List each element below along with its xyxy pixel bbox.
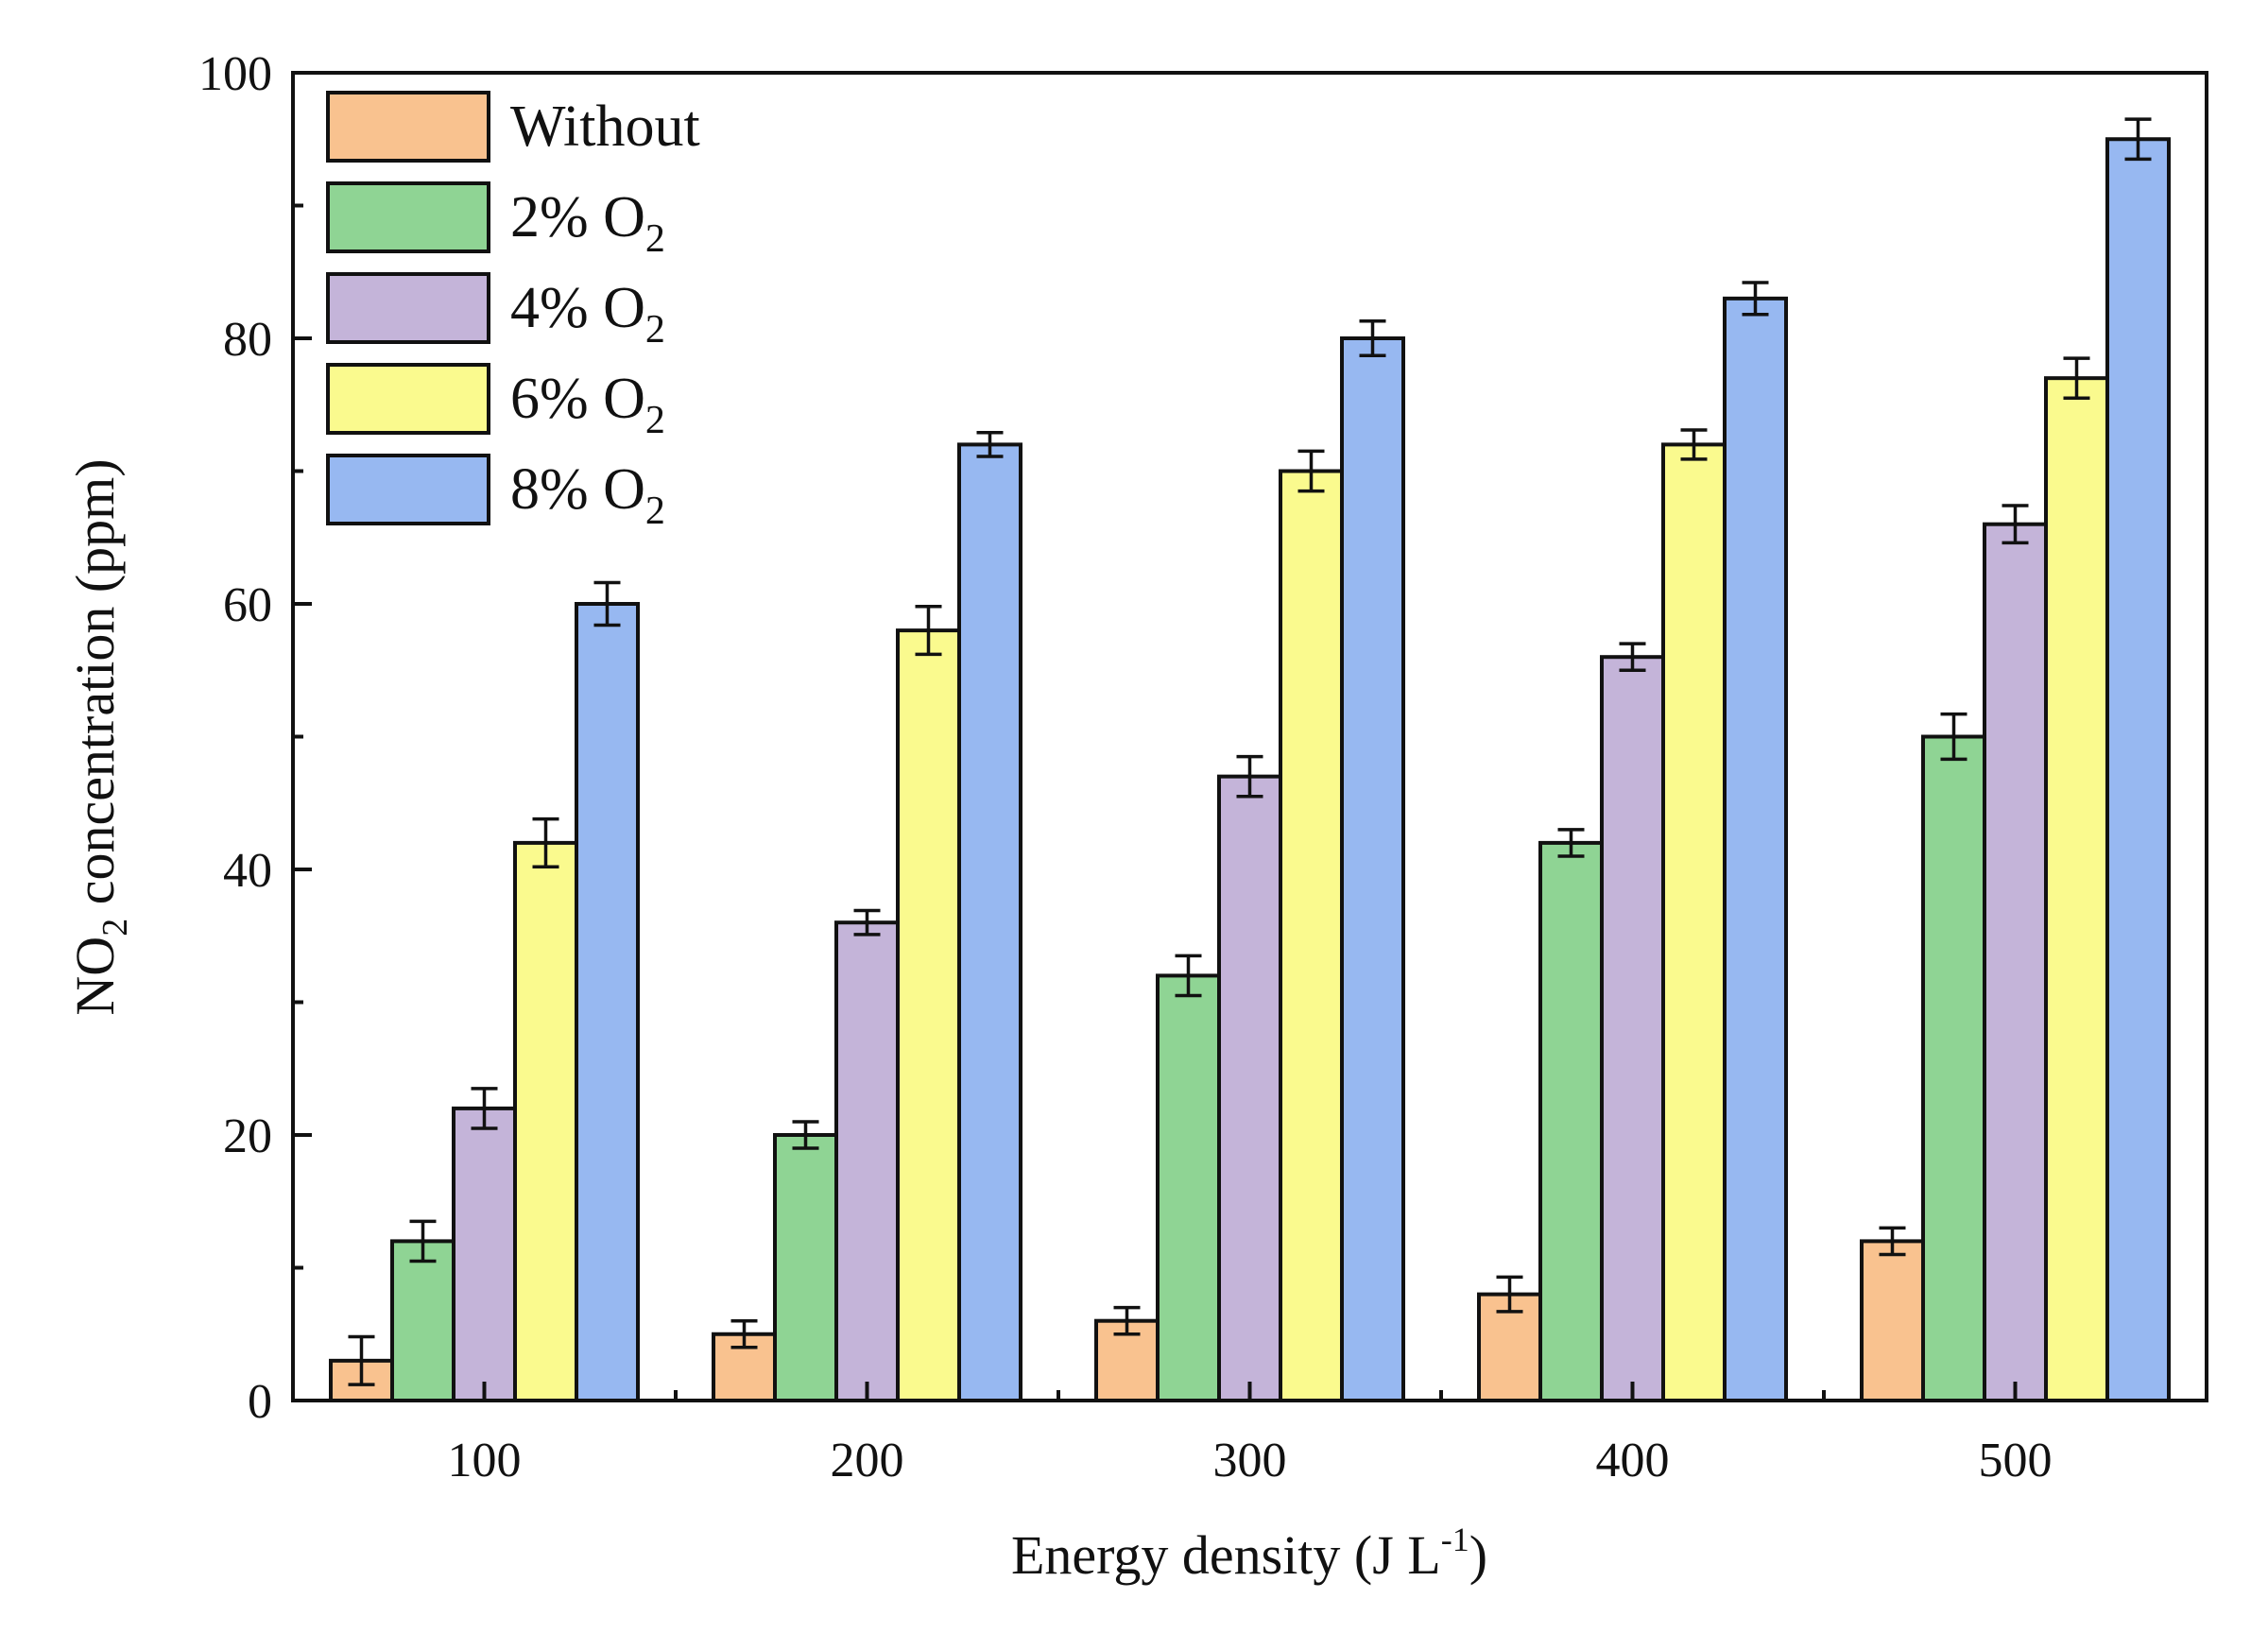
error-bar-0-400: [1496, 1275, 1523, 1314]
bar-4-o2-200: [834, 920, 900, 1402]
error-bar-4-300: [1359, 318, 1386, 358]
bar-6-o2-500: [2044, 376, 2109, 1402]
bar-2-o2-300: [1156, 973, 1221, 1403]
bar-8-o2-100: [575, 602, 640, 1402]
legend-swatch: [326, 272, 490, 344]
bar-6-o2-300: [1279, 469, 1344, 1402]
bar-8-o2-400: [1723, 296, 1788, 1403]
legend-swatch: [326, 91, 490, 163]
x-tick-label-500: 500: [1979, 1434, 2053, 1487]
bar-8-o2-500: [2105, 137, 2171, 1402]
legend-item-3: 6% O2: [326, 363, 665, 442]
legend-swatch: [326, 454, 490, 525]
y-axis-ticks: 0 20 40 60 80 100: [198, 47, 312, 1429]
error-bars-layer: [348, 117, 2152, 1386]
y-tick-label: 0: [248, 1375, 272, 1429]
legend-item-2: 4% O2: [326, 272, 665, 352]
error-bar-3-400: [1680, 428, 1708, 461]
error-bar-2-400: [1619, 642, 1646, 672]
y-axis-title: NO2 concentration (ppm): [64, 458, 135, 1015]
error-bar-0-200: [730, 1318, 758, 1349]
x-tick-label-300: 300: [1213, 1434, 1287, 1487]
error-bar-3-500: [2063, 356, 2090, 400]
legend-label: 4% O2: [510, 276, 665, 352]
bar-4-o2-400: [1600, 655, 1665, 1402]
x-tick-label-400: 400: [1596, 1434, 1670, 1487]
bar-6-o2-400: [1661, 442, 1727, 1402]
bar-4-o2-100: [452, 1106, 517, 1403]
y-tick-label: 20: [223, 1109, 272, 1163]
error-bar-1-400: [1557, 828, 1585, 858]
bar-4-o2-500: [1983, 522, 2048, 1402]
error-bar-2-100: [471, 1087, 498, 1130]
legend-item-4: 8% O2: [326, 454, 665, 533]
x-axis-title: Energy density (J L-1): [1011, 1521, 1487, 1586]
error-bar-3-300: [1297, 449, 1325, 493]
error-bar-1-500: [1940, 712, 1967, 762]
y-tick-label: 40: [223, 844, 272, 898]
x-tick-label-200: 200: [831, 1434, 904, 1487]
error-bar-2-300: [1236, 754, 1263, 799]
error-bar-4-500: [2124, 117, 2152, 162]
error-bar-0-500: [1879, 1226, 1906, 1257]
error-bar-4-400: [1742, 281, 1769, 317]
bar-6-o2-100: [513, 840, 578, 1402]
error-bar-2-500: [2002, 504, 2029, 545]
y-tick-label: 60: [223, 578, 272, 632]
bar-8-o2-200: [957, 442, 1022, 1402]
error-bar-1-100: [409, 1219, 437, 1263]
y-tick-label: 100: [198, 47, 272, 101]
legend-label: 6% O2: [510, 367, 665, 442]
legend-label: 2% O2: [510, 185, 665, 261]
bar-2-o2-500: [1921, 734, 1986, 1402]
bar-2-o2-400: [1538, 840, 1604, 1402]
legend-item-1: 2% O2: [326, 181, 665, 261]
error-bar-0-300: [1113, 1305, 1141, 1336]
legend-item-0: Without: [326, 91, 700, 163]
bar-without-500: [1860, 1239, 1925, 1403]
error-bar-1-300: [1175, 954, 1202, 998]
bar-4-o2-300: [1217, 774, 1282, 1402]
bar-6-o2-200: [896, 628, 961, 1402]
y-tick-label: 80: [223, 313, 272, 367]
error-bar-2-200: [853, 908, 881, 937]
legend-swatch: [326, 363, 490, 435]
legend: Without 2% O2 4% O2 6% O2 8% O2: [326, 91, 700, 533]
legend-swatch: [326, 181, 490, 253]
x-tick-label-100: 100: [448, 1434, 522, 1487]
error-bar-3-100: [532, 816, 559, 868]
error-bar-4-100: [593, 580, 621, 627]
error-bar-1-200: [792, 1120, 819, 1150]
bar-2-o2-200: [773, 1133, 838, 1402]
legend-label: 8% O2: [510, 457, 665, 533]
error-bar-0-100: [348, 1334, 375, 1386]
x-axis-ticks: 100 200 300 400 500: [448, 1382, 2053, 1487]
error-bar-4-200: [976, 431, 1004, 458]
error-bar-3-200: [915, 605, 942, 657]
bar-8-o2-300: [1340, 336, 1405, 1402]
legend-label: Without: [510, 95, 700, 159]
bar-2-o2-100: [390, 1239, 455, 1403]
